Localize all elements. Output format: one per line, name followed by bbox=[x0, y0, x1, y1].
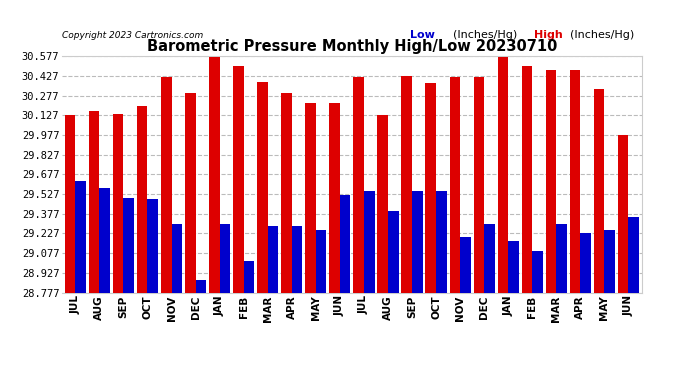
Bar bbox=[377, 115, 388, 292]
Bar bbox=[124, 198, 134, 292]
Bar bbox=[219, 224, 230, 292]
Bar bbox=[604, 230, 615, 292]
Bar bbox=[509, 241, 519, 292]
Bar bbox=[594, 88, 604, 292]
Bar bbox=[282, 93, 292, 292]
Bar bbox=[497, 57, 509, 292]
Text: (Inches/Hg): (Inches/Hg) bbox=[453, 30, 518, 40]
Bar bbox=[532, 251, 543, 292]
Bar bbox=[473, 77, 484, 292]
Bar bbox=[161, 77, 172, 292]
Bar bbox=[209, 57, 219, 292]
Bar bbox=[388, 211, 399, 292]
Text: Low: Low bbox=[410, 30, 435, 40]
Bar bbox=[556, 224, 567, 292]
Text: (Inches/Hg): (Inches/Hg) bbox=[571, 30, 635, 40]
Bar bbox=[402, 75, 412, 292]
Bar bbox=[113, 114, 124, 292]
Bar bbox=[268, 226, 278, 292]
Bar bbox=[316, 230, 326, 292]
Bar bbox=[99, 188, 110, 292]
Bar bbox=[244, 261, 254, 292]
Bar bbox=[195, 280, 206, 292]
Bar bbox=[546, 70, 556, 292]
Bar bbox=[570, 70, 580, 292]
Bar bbox=[172, 224, 182, 292]
Bar bbox=[148, 199, 158, 292]
Bar bbox=[484, 224, 495, 292]
Bar bbox=[629, 217, 639, 292]
Bar bbox=[233, 66, 244, 292]
Bar bbox=[436, 191, 446, 292]
Title: Barometric Pressure Monthly High/Low 20230710: Barometric Pressure Monthly High/Low 202… bbox=[147, 39, 557, 54]
Bar bbox=[292, 226, 302, 292]
Bar bbox=[257, 82, 268, 292]
Text: Copyright 2023 Cartronics.com: Copyright 2023 Cartronics.com bbox=[62, 31, 204, 40]
Bar bbox=[364, 191, 375, 292]
Bar bbox=[618, 135, 629, 292]
Bar bbox=[340, 195, 351, 292]
Bar bbox=[75, 180, 86, 292]
Bar bbox=[580, 233, 591, 292]
Bar bbox=[353, 77, 364, 292]
Bar bbox=[460, 237, 471, 292]
Bar bbox=[450, 77, 460, 292]
Bar bbox=[329, 103, 340, 292]
Bar bbox=[305, 103, 316, 292]
Bar bbox=[185, 93, 195, 292]
Text: High: High bbox=[535, 30, 563, 40]
Bar bbox=[65, 115, 75, 292]
Bar bbox=[426, 83, 436, 292]
Bar bbox=[522, 66, 532, 292]
Bar bbox=[137, 106, 148, 292]
Bar bbox=[89, 111, 99, 292]
Bar bbox=[412, 191, 422, 292]
